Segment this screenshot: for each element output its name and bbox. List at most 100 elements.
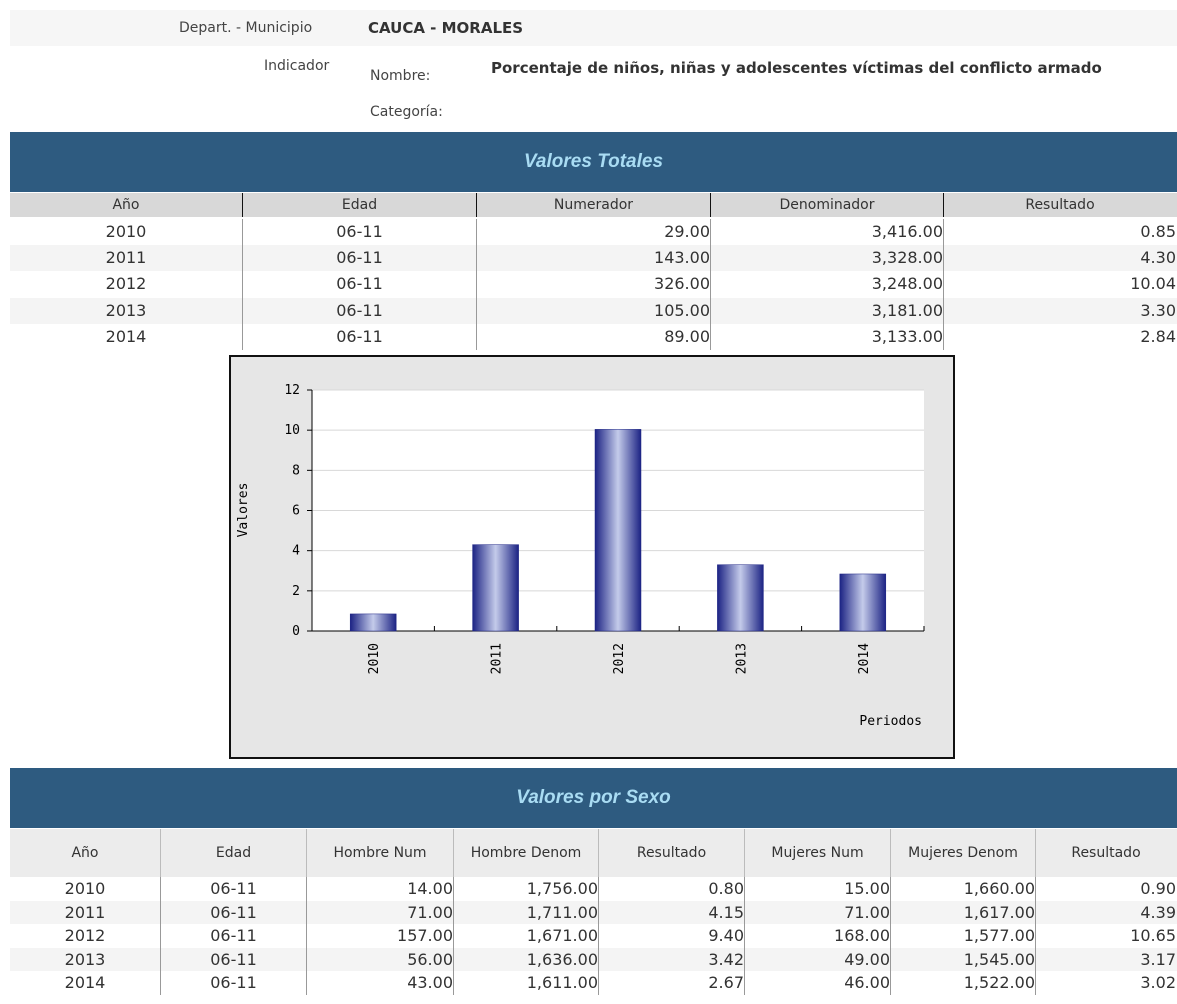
table-cell: 157.00 [306, 924, 453, 948]
table-row [10, 297, 1177, 324]
table-cell: 1,545.00 [890, 947, 1035, 971]
table-row [10, 971, 1177, 995]
column-header: Resultado [598, 829, 744, 877]
table-cell: 2011 [105, 248, 147, 268]
column-header: Edad [160, 829, 306, 877]
table-cell: 2011 [64, 902, 106, 922]
table-cell: 46.00 [744, 971, 890, 995]
table-cell: 06-11 [160, 924, 306, 948]
table-cell: 1,660.00 [890, 877, 1035, 901]
column-header: Hombre Num [306, 829, 453, 877]
y-tick-label: 2 [292, 584, 300, 599]
table-cell: 3,248.00 [710, 271, 943, 298]
column-header: Año [71, 845, 99, 861]
table-cell: 2012 [105, 274, 147, 294]
table-cell: 2013 [64, 949, 106, 969]
x-tick-label: 2012 [612, 643, 627, 674]
y-tick-label: 12 [284, 383, 300, 398]
table-cell: 14.00 [306, 877, 453, 901]
bar [839, 573, 887, 632]
location-row [10, 10, 1177, 46]
y-tick-label: 4 [292, 544, 300, 559]
table-cell: 3.17 [1035, 947, 1176, 971]
table-cell: 1,636.00 [453, 947, 598, 971]
x-tick-label: 2014 [857, 643, 872, 674]
table-cell: 2013 [105, 300, 147, 320]
header-row [10, 829, 1177, 877]
x-tick-label: 2010 [367, 643, 382, 674]
sex-title: Valores por Sexo [10, 768, 1177, 828]
table-cell: 0.80 [598, 877, 744, 901]
table-cell: 105.00 [476, 297, 710, 324]
table-cell: 06-11 [242, 323, 476, 350]
table-row [10, 245, 1177, 272]
table-cell: 3.42 [598, 947, 744, 971]
table-cell: 0.90 [1035, 877, 1176, 901]
column-header: Resultado [943, 193, 1176, 217]
table-cell: 06-11 [242, 245, 476, 272]
y-tick-label: 8 [292, 463, 300, 478]
table-cell: 89.00 [476, 323, 710, 350]
table-cell: 1,756.00 [453, 877, 598, 901]
table-cell: 1,611.00 [453, 971, 598, 995]
table-cell: 2012 [64, 926, 106, 945]
table-cell: 06-11 [160, 900, 306, 924]
table-cell: 3.02 [1035, 971, 1176, 995]
table-cell: 1,522.00 [890, 971, 1035, 995]
column-header: Año [112, 197, 140, 213]
table-cell: 9.40 [598, 924, 744, 948]
table-cell: 1,577.00 [890, 924, 1035, 948]
table-cell: 43.00 [306, 971, 453, 995]
column-header: Resultado [1035, 829, 1176, 877]
table-cell: 3,133.00 [710, 323, 943, 350]
table-cell: 3,181.00 [710, 297, 943, 324]
table-cell: 2010 [105, 222, 147, 241]
indicator-name: Porcentaje de niños, niñas y adolescente… [491, 59, 1102, 77]
indicator-label: Indicador [264, 58, 330, 74]
x-tick-label: 2013 [734, 643, 749, 674]
chart: 0 2 4 6 8 10 12 2010 2011 2012 2013 2014 Valores Peri… [236, 383, 925, 729]
bar [472, 544, 519, 632]
header-row [10, 193, 1177, 217]
column-header: Mujeres Num [744, 829, 890, 877]
location: CAUCA - MORALES [368, 19, 524, 37]
table-row [10, 900, 1177, 924]
table-cell: 0.85 [943, 219, 1176, 246]
column-header: Hombre Denom [453, 829, 598, 877]
table-cell: 29.00 [476, 219, 710, 246]
column-header: Mujeres Denom [890, 829, 1035, 877]
table-cell: 71.00 [744, 900, 890, 924]
y-axis-label: Valores [236, 483, 251, 538]
column-header: Edad [242, 193, 476, 217]
totals-title: Valores Totales [10, 132, 1177, 192]
table-cell: 2.67 [598, 971, 744, 995]
table-cell: 06-11 [160, 971, 306, 995]
table-cell: 10.04 [943, 271, 1176, 298]
x-tick-label: 2011 [490, 643, 505, 674]
table-cell: 4.39 [1035, 900, 1176, 924]
column-header: Denominador [710, 193, 943, 217]
y-tick-label: 6 [292, 504, 300, 519]
bar [594, 429, 642, 632]
bar [349, 613, 397, 632]
column-header: Numerador [476, 193, 710, 217]
table-cell: 49.00 [744, 947, 890, 971]
y-tick-label: 10 [284, 423, 300, 438]
x-axis-label: Periodos [859, 714, 922, 729]
table-cell: 56.00 [306, 947, 453, 971]
table-row [10, 323, 1177, 350]
table-cell: 06-11 [242, 219, 476, 246]
table-cell: 15.00 [744, 877, 890, 901]
table-cell: 326.00 [476, 271, 710, 298]
table-cell: 1,711.00 [453, 900, 598, 924]
y-tick-label: 0 [292, 624, 300, 639]
table-cell: 3,416.00 [710, 219, 943, 246]
table-cell: 3,328.00 [710, 245, 943, 272]
table-cell: 06-11 [242, 271, 476, 298]
table-cell: 4.15 [598, 900, 744, 924]
table-cell: 10.65 [1035, 924, 1176, 948]
table-cell: 143.00 [476, 245, 710, 272]
location-label: Depart. - Municipio [179, 20, 313, 36]
table-row [10, 271, 1177, 298]
